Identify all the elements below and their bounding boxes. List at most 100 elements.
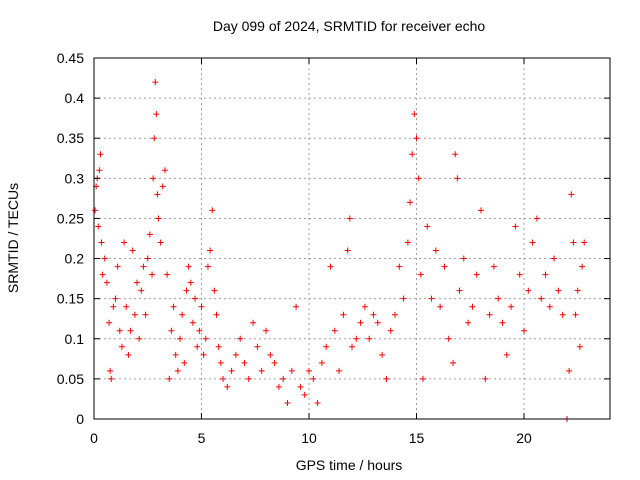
data-point bbox=[566, 367, 573, 374]
data-point bbox=[258, 367, 265, 374]
data-point bbox=[310, 375, 317, 382]
data-point bbox=[581, 239, 588, 246]
data-point bbox=[152, 79, 159, 86]
data-point bbox=[183, 287, 190, 294]
x-tick-label: 15 bbox=[409, 430, 425, 446]
data-point bbox=[136, 335, 143, 342]
data-point bbox=[198, 303, 205, 310]
data-point bbox=[271, 359, 278, 366]
y-tick-label: 0.3 bbox=[65, 170, 85, 186]
data-point bbox=[250, 319, 257, 326]
data-point bbox=[370, 311, 377, 318]
data-point bbox=[106, 319, 113, 326]
data-point bbox=[450, 359, 457, 366]
data-point bbox=[546, 303, 553, 310]
data-point bbox=[112, 295, 119, 302]
scatter-series-srmtid bbox=[92, 79, 588, 422]
data-point bbox=[327, 263, 334, 270]
data-point bbox=[293, 303, 300, 310]
x-axis-label: GPS time / hours bbox=[296, 457, 403, 473]
y-tick-label: 0 bbox=[76, 411, 84, 427]
data-point bbox=[144, 255, 151, 262]
data-point bbox=[482, 375, 489, 382]
data-point bbox=[140, 263, 147, 270]
data-point bbox=[331, 327, 338, 334]
data-point bbox=[424, 223, 431, 230]
data-point bbox=[142, 311, 149, 318]
grid-lines bbox=[94, 58, 610, 419]
data-point bbox=[97, 151, 104, 158]
data-point bbox=[123, 303, 130, 310]
data-point bbox=[366, 335, 373, 342]
data-point bbox=[187, 279, 194, 286]
data-point bbox=[157, 239, 164, 246]
data-point bbox=[568, 191, 575, 198]
data-point bbox=[400, 295, 407, 302]
data-point bbox=[428, 295, 435, 302]
data-point bbox=[559, 311, 566, 318]
data-point bbox=[224, 383, 231, 390]
data-point bbox=[174, 367, 181, 374]
data-point bbox=[237, 335, 244, 342]
data-point bbox=[445, 335, 452, 342]
data-point bbox=[361, 303, 368, 310]
y-tick-label: 0.1 bbox=[65, 331, 85, 347]
axis-ticks: 0 5 10 15 20 0 0.05 0.1 0.15 0.2 0.25 0.3 0.35 0.4 0.4… bbox=[57, 50, 610, 446]
data-point bbox=[486, 311, 493, 318]
data-point bbox=[154, 191, 161, 198]
x-tick-label: 5 bbox=[198, 430, 206, 446]
data-point bbox=[409, 151, 416, 158]
data-point bbox=[538, 295, 545, 302]
y-tick-label: 0.2 bbox=[65, 251, 85, 267]
y-tick-label: 0.25 bbox=[57, 210, 84, 226]
data-point bbox=[336, 367, 343, 374]
data-point bbox=[138, 287, 145, 294]
data-point bbox=[95, 223, 102, 230]
data-point bbox=[452, 151, 459, 158]
data-point bbox=[159, 183, 166, 190]
data-point bbox=[164, 271, 171, 278]
data-point bbox=[512, 223, 519, 230]
data-point bbox=[542, 271, 549, 278]
data-point bbox=[204, 263, 211, 270]
data-point bbox=[503, 351, 510, 358]
data-point bbox=[107, 367, 114, 374]
data-point bbox=[404, 239, 411, 246]
data-point bbox=[437, 303, 444, 310]
data-point bbox=[460, 255, 467, 262]
data-point bbox=[131, 311, 138, 318]
data-point bbox=[465, 319, 472, 326]
data-point bbox=[396, 263, 403, 270]
data-point bbox=[98, 239, 105, 246]
y-tick-label: 0.15 bbox=[57, 291, 84, 307]
data-point bbox=[92, 207, 99, 214]
data-point bbox=[490, 263, 497, 270]
data-point bbox=[196, 327, 203, 334]
data-point bbox=[407, 199, 414, 206]
data-point bbox=[574, 287, 581, 294]
data-point bbox=[529, 239, 536, 246]
data-point bbox=[121, 239, 128, 246]
chart-title: Day 099 of 2024, SRMTID for receiver ech… bbox=[213, 18, 486, 34]
x-tick-label: 20 bbox=[516, 430, 532, 446]
data-point bbox=[411, 111, 418, 118]
y-tick-label: 0.45 bbox=[57, 50, 84, 66]
data-point bbox=[181, 359, 188, 366]
data-point bbox=[349, 343, 355, 350]
y-tick-label: 0.05 bbox=[57, 371, 84, 387]
data-point bbox=[346, 215, 353, 222]
data-point bbox=[108, 375, 115, 382]
data-point bbox=[153, 111, 160, 118]
data-point bbox=[166, 375, 173, 382]
data-point bbox=[254, 343, 261, 350]
data-point bbox=[241, 359, 248, 366]
data-point bbox=[432, 247, 439, 254]
plot-frame bbox=[93, 57, 611, 420]
data-point bbox=[211, 287, 218, 294]
data-point bbox=[209, 207, 216, 214]
data-point bbox=[168, 327, 175, 334]
data-point bbox=[473, 271, 480, 278]
data-point bbox=[129, 247, 136, 254]
y-axis-label: SRMTID / TECUs bbox=[5, 183, 21, 293]
